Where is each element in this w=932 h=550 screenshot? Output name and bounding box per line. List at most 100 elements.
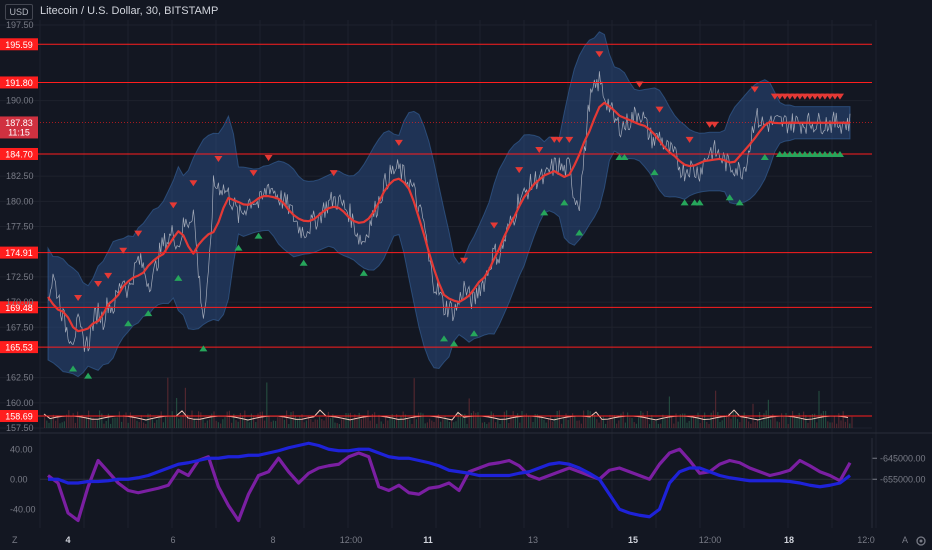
volume-bar — [563, 417, 565, 428]
volume-bar — [728, 413, 730, 428]
volume-bar — [800, 418, 802, 428]
volume-bar — [745, 415, 747, 428]
price-tick-label: 190.00 — [6, 96, 34, 106]
volume-bar — [50, 418, 52, 428]
volume-bar — [558, 410, 560, 428]
volume-bar — [620, 413, 622, 428]
volume-bar — [103, 423, 105, 428]
volume-bar — [646, 411, 648, 428]
volume-bar — [693, 417, 695, 428]
level-label-bg — [0, 341, 38, 354]
volume-bar — [468, 398, 470, 428]
volume-bar — [314, 419, 316, 428]
sell-marker — [94, 280, 103, 287]
sell-marker — [805, 93, 814, 100]
volume-bar — [475, 412, 477, 428]
volume-bar — [543, 419, 545, 428]
buy-marker — [560, 199, 569, 206]
volume-bar — [319, 416, 321, 428]
volume-bar — [281, 415, 283, 428]
time-tick-label: 11 — [423, 535, 433, 545]
volume-bar — [664, 418, 666, 428]
volume-bar — [224, 417, 226, 428]
buy-marker — [359, 269, 368, 276]
volume-bar — [149, 413, 151, 428]
volume-bar — [816, 422, 818, 428]
timezone-button[interactable]: Z — [12, 535, 18, 545]
price-tick-label: 167.50 — [6, 322, 34, 332]
auto-scale-button[interactable]: A — [901, 535, 908, 545]
volume-bar — [833, 415, 835, 428]
buy-marker — [439, 335, 448, 342]
volume-bar — [519, 422, 521, 428]
volume-bar — [710, 412, 712, 428]
volume-bar — [785, 412, 787, 428]
price-axis[interactable]: 197.50 190.00 182.50 180.00 177.50 172.50 170.… — [6, 20, 926, 528]
volume-bar — [809, 415, 811, 428]
volume-bar — [787, 423, 789, 428]
volume-bar — [165, 417, 167, 428]
volume-bar — [171, 411, 173, 428]
volume-bar — [158, 417, 160, 428]
volume-bar — [367, 410, 369, 428]
buy-marker — [695, 199, 704, 206]
volume-bar — [323, 420, 325, 428]
volume-bar — [673, 423, 675, 428]
volume-bar — [354, 414, 356, 428]
volume-bar — [831, 422, 833, 428]
volume-bar — [822, 411, 824, 428]
volume-bar — [627, 412, 629, 428]
settings-icon[interactable] — [914, 534, 928, 548]
volume-bar — [407, 419, 409, 428]
buy-marker — [815, 150, 824, 157]
volume-bar — [805, 415, 807, 428]
moving-average-line — [47, 101, 850, 333]
level-label: 191.80 — [5, 78, 33, 88]
volume-bar — [701, 415, 703, 428]
volume-bar — [792, 411, 794, 428]
volume-bar — [666, 416, 668, 428]
sell-marker — [214, 156, 223, 163]
volume-bar — [118, 411, 120, 428]
volume-bar — [68, 410, 70, 428]
volume-bar — [514, 416, 516, 428]
volume-bar — [748, 421, 750, 428]
volume-bar — [160, 411, 162, 428]
volume-bar — [464, 413, 466, 428]
volume-bar — [409, 419, 411, 428]
volume-bar — [334, 422, 336, 428]
volume-bar — [789, 415, 791, 428]
volume-bar — [721, 420, 723, 428]
volume-bar — [420, 412, 422, 428]
volume-bar — [253, 415, 255, 428]
time-tick-label: 8 — [270, 535, 275, 545]
sell-marker — [785, 93, 794, 100]
volume-bar — [101, 413, 103, 428]
currency-button[interactable]: USD — [5, 4, 33, 20]
sell-marker — [750, 86, 759, 93]
volume-bar — [167, 377, 169, 428]
time-tick-label: 4 — [65, 535, 70, 545]
time-axis[interactable]: 4 6 8 12:00 11 13 15 12:00 18 12:0 — [65, 535, 874, 545]
bollinger-band — [47, 31, 851, 378]
volume-bar — [127, 422, 129, 428]
volume-bar — [567, 419, 569, 428]
volume-bar — [426, 422, 428, 428]
volume-bar — [226, 411, 228, 428]
volume-bar — [657, 423, 659, 428]
volume-bar — [90, 417, 92, 428]
level-label-bg — [0, 76, 38, 89]
volume-bar — [347, 413, 349, 428]
volume-bar — [257, 413, 259, 428]
buy-marker — [174, 274, 183, 281]
level-label: 169.48 — [5, 303, 33, 313]
volume-bar — [237, 421, 239, 428]
volume-bar — [321, 418, 323, 428]
volume-bar — [756, 419, 758, 428]
volume-bar — [624, 422, 626, 428]
volume-bar — [631, 418, 633, 428]
volume-bar — [402, 411, 404, 428]
volume-bar — [382, 423, 384, 428]
volume-bar — [470, 412, 472, 428]
